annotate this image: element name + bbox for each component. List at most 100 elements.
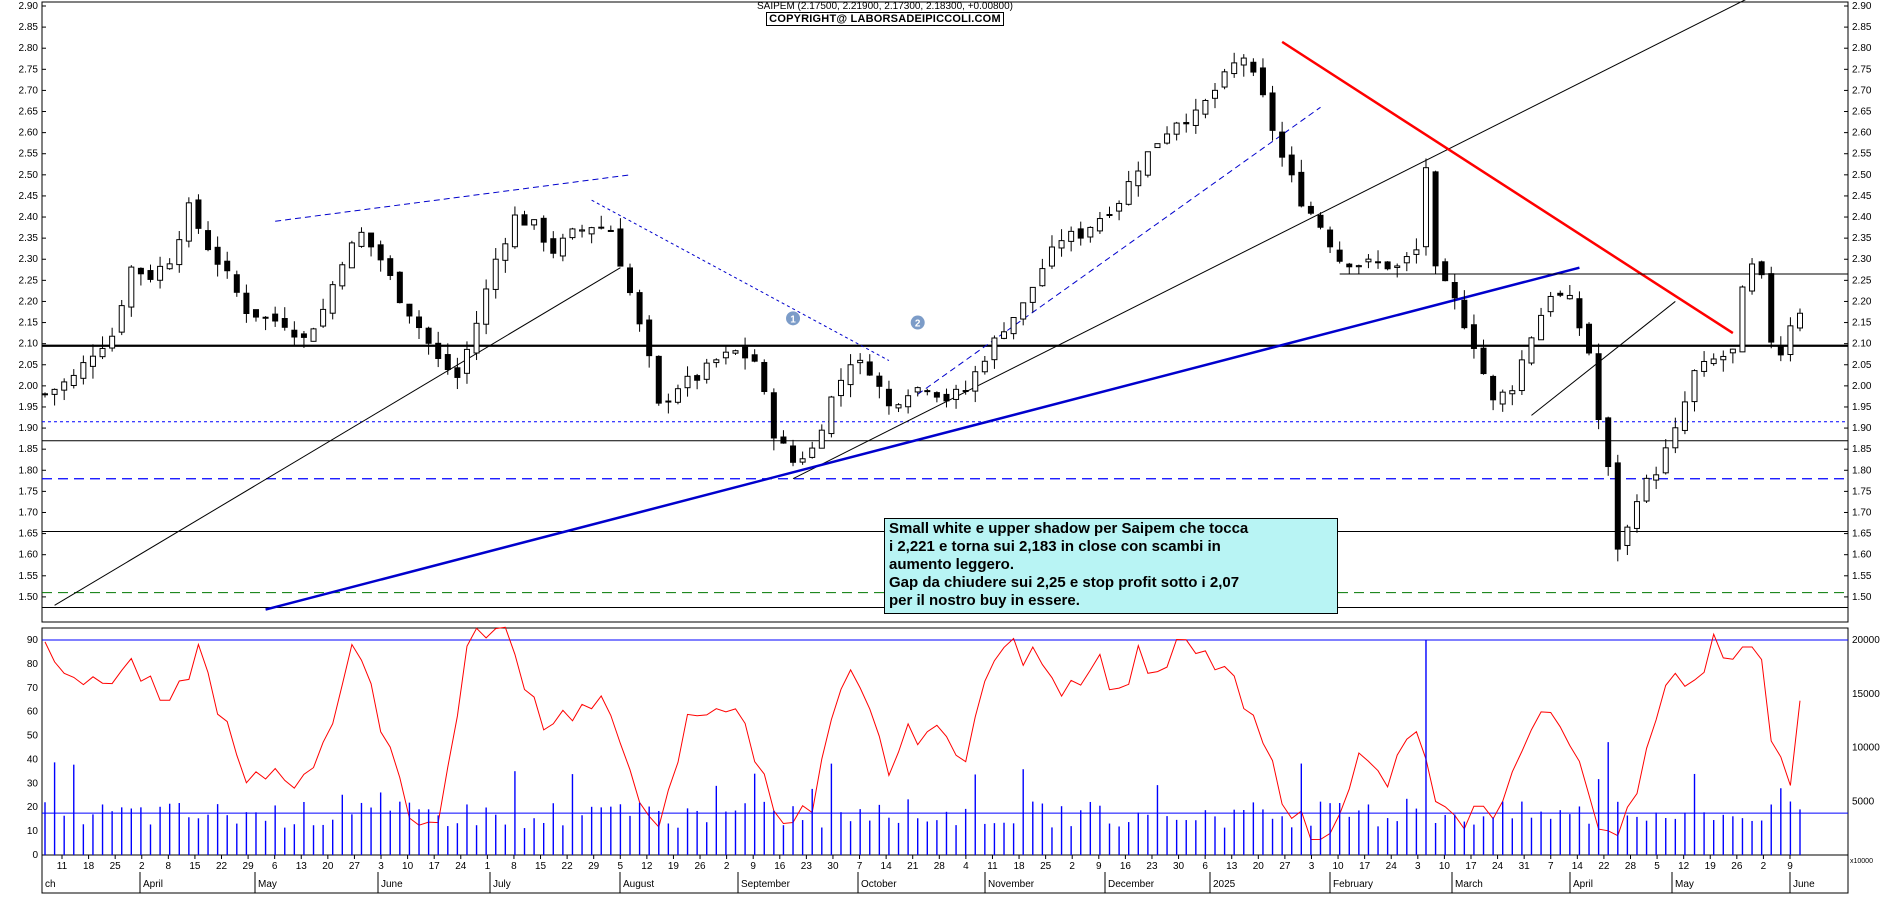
- y-tick-label: 1.50: [1852, 592, 1872, 603]
- y-tick-label: 2.60: [19, 128, 39, 139]
- candle-body: [1269, 92, 1276, 131]
- candle-body: [905, 395, 912, 408]
- day-label: 19: [668, 861, 680, 872]
- support-trendline: [54, 267, 621, 606]
- y-tick-label: 2.10: [1852, 339, 1872, 350]
- candle-body: [1777, 345, 1784, 356]
- candle-body: [444, 354, 451, 371]
- candle-body: [1365, 258, 1372, 263]
- candle-body: [742, 346, 749, 359]
- candle-body: [713, 359, 720, 364]
- day-label: 13: [1226, 861, 1238, 872]
- day-label: 11: [987, 861, 998, 872]
- y-tick-label: 1.85: [19, 444, 39, 455]
- rsi-tick-label: 0: [32, 850, 38, 861]
- month-label: April: [143, 879, 163, 890]
- candle-body: [243, 292, 250, 314]
- candle-body: [329, 284, 336, 314]
- candle-body: [751, 354, 758, 362]
- candle-body: [214, 246, 221, 265]
- y-tick-label: 2.05: [1852, 360, 1872, 371]
- day-label: 19: [1705, 861, 1717, 872]
- x-axis: 11 18 25 2 8 15 22 29 6 13 20 27 3 10 17 24 1 8 15 22 29 5 12 1…: [41, 855, 1815, 893]
- rsi-tick-label: 50: [27, 731, 39, 742]
- candle-body: [1701, 360, 1708, 372]
- candle-body: [972, 371, 979, 392]
- candle-body: [157, 265, 164, 281]
- candle-body: [1787, 325, 1794, 356]
- day-label: 13: [296, 861, 308, 872]
- candle-body: [1576, 298, 1583, 329]
- candle-body: [1691, 370, 1698, 403]
- candle-body: [1375, 261, 1382, 264]
- y-tick-label: 1.95: [19, 402, 39, 413]
- y-tick-label: 1.85: [1852, 444, 1872, 455]
- candle-body: [617, 228, 624, 267]
- candle-body: [1595, 353, 1602, 421]
- day-label: 22: [216, 861, 228, 872]
- candle-body: [569, 228, 576, 239]
- candle-body: [1336, 249, 1343, 262]
- annotation-line: per il nostro buy in essere.: [889, 592, 1080, 609]
- y-tick-label: 2.00: [1852, 381, 1872, 392]
- candle-body: [761, 361, 768, 392]
- candle-body: [176, 239, 183, 266]
- candle-body: [1710, 358, 1717, 365]
- month-label: July: [493, 879, 511, 890]
- candle-body: [1250, 61, 1257, 73]
- y-axis-right: 2.90 2.85 2.80 2.75 2.70 2.65 2.60 2.55 2.50 2.45…: [1844, 1, 1880, 865]
- candle-body: [473, 322, 480, 354]
- candle-body: [1662, 447, 1669, 474]
- day-label: 22: [1598, 861, 1610, 872]
- candle-body: [233, 274, 240, 293]
- y-tick-label: 2.20: [1852, 296, 1872, 307]
- day-label: 3: [378, 861, 384, 872]
- y-tick-label: 2.60: [1852, 128, 1872, 139]
- candle-body: [1183, 122, 1190, 125]
- day-label: 12: [641, 861, 653, 872]
- rsi-tick-label: 10: [27, 826, 39, 837]
- annotation-line: i 2,221 e torna sui 2,183 in close con s…: [889, 538, 1221, 555]
- candle-body: [933, 392, 940, 398]
- candle-body: [646, 319, 653, 357]
- day-label: 10: [1439, 861, 1451, 872]
- candle-body: [1317, 214, 1324, 228]
- candle-body: [1307, 205, 1314, 214]
- candle-body: [1643, 477, 1650, 502]
- candle-body: [454, 367, 461, 378]
- candle-body: [1259, 67, 1266, 96]
- chart-header: SAIPEM (2.17500, 2.21900, 2.17300, 2.183…: [0, 1, 1890, 26]
- candle-body: [1538, 314, 1545, 341]
- month-label: ch: [45, 879, 56, 890]
- day-label: 22: [562, 861, 574, 872]
- y-tick-label: 2.40: [1852, 212, 1872, 223]
- candle-body: [1768, 273, 1775, 343]
- candle-body: [598, 226, 605, 229]
- day-label: 6: [272, 861, 278, 872]
- y-tick-label: 2.55: [19, 149, 39, 160]
- candle-body: [1758, 261, 1765, 276]
- candle-body: [1490, 375, 1497, 401]
- day-label: 30: [827, 861, 839, 872]
- day-label: 4: [963, 861, 969, 872]
- candle-body: [1212, 89, 1218, 99]
- candle-body: [1154, 143, 1161, 149]
- y-tick-label: 2.75: [19, 64, 39, 75]
- candle-body: [895, 404, 902, 409]
- candle-body: [396, 271, 403, 304]
- day-label: 18: [1013, 861, 1025, 872]
- day-label: 20: [1253, 861, 1265, 872]
- candle-body: [1135, 170, 1142, 187]
- candle-body: [1087, 226, 1094, 238]
- indicator-panel-frame: [41, 627, 1849, 856]
- day-label: 29: [588, 861, 600, 872]
- candle-body: [1116, 202, 1123, 212]
- month-label: 2025: [1213, 879, 1236, 890]
- candle-body: [1547, 295, 1554, 313]
- candle-body: [1173, 122, 1180, 135]
- y-tick-label: 2.45: [1852, 191, 1872, 202]
- candle-body: [1480, 347, 1487, 375]
- candle-body: [1298, 171, 1305, 207]
- marker-circle: [910, 315, 925, 330]
